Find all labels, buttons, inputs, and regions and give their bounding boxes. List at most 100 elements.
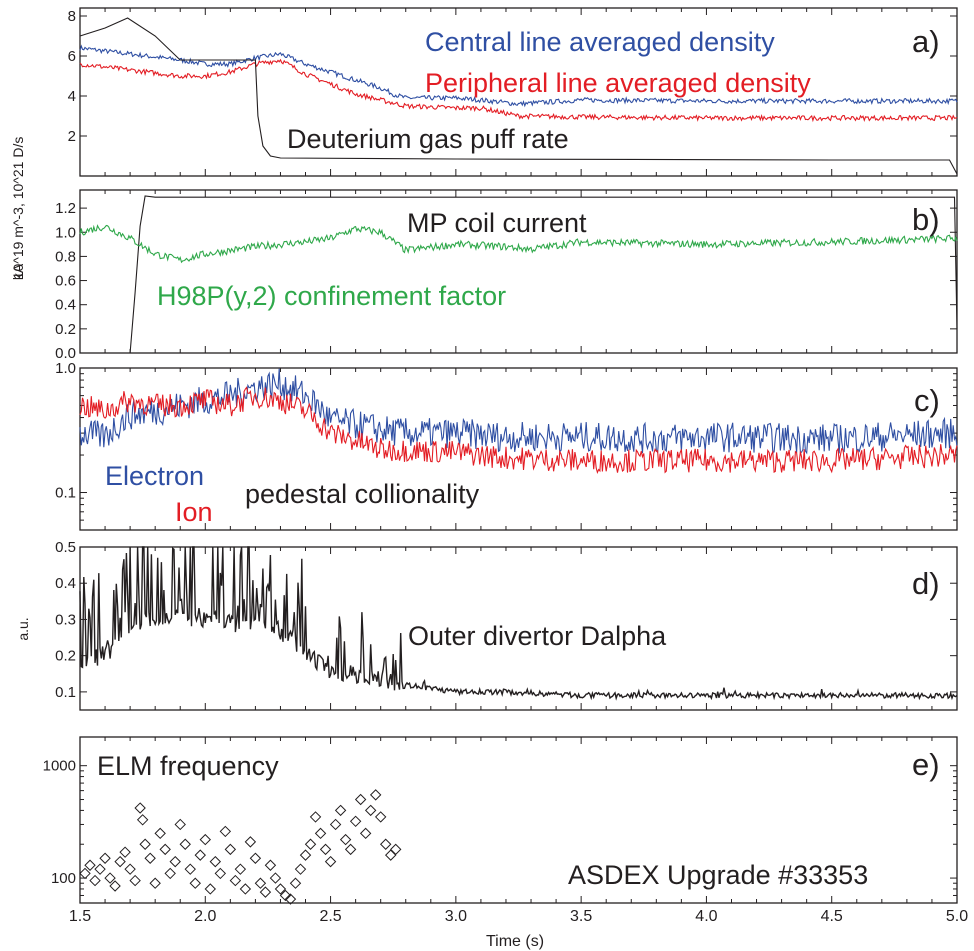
y-tick-label: 1000 — [43, 758, 76, 775]
scatter-point — [154, 827, 166, 840]
scatter-point — [134, 802, 146, 814]
scatter-point — [385, 849, 397, 861]
series-outer-divertor-dalpha-line — [79, 546, 958, 701]
scatter-point — [144, 852, 156, 864]
y-tick-label: 2 — [68, 128, 76, 145]
plot-frame — [79, 189, 958, 354]
x-tick-label: 1.5 — [69, 908, 91, 925]
y-tick-label: 0.5 — [55, 539, 76, 556]
scatter-point — [79, 867, 91, 880]
annotation-shot-number: ASDEX Upgrade #33353 — [568, 860, 868, 890]
x-tick-label: 3.5 — [570, 908, 592, 925]
scatter-point — [374, 811, 387, 823]
scatter-point — [354, 793, 367, 806]
scatter-point — [129, 874, 141, 887]
panel-d: 0.1 0.2 0.3 0.4 0.5 — [55, 539, 958, 711]
scatter-point — [264, 859, 277, 871]
annotation-mp-coil: MP coil current — [407, 208, 587, 238]
panel-c: 0.1 1.0 — [55, 360, 958, 531]
scatter-point — [319, 843, 332, 856]
panel-label-d: d) — [912, 566, 940, 601]
scatter-point — [84, 859, 96, 871]
annotation-ion: Ion — [175, 497, 213, 527]
x-tick-label: 4.5 — [821, 908, 843, 925]
scatter-point — [149, 877, 161, 889]
y-tick-label: 8 — [68, 8, 76, 25]
scatter-point — [329, 818, 342, 831]
scatter-point — [279, 889, 292, 902]
panel-a: 2 4 6 8 — [68, 7, 958, 177]
scatter-point — [136, 814, 149, 826]
y-tick-label: 6 — [68, 48, 76, 65]
y-tick-label: 1.2 — [55, 200, 76, 217]
annotation-pedestal: pedestal collionality — [245, 479, 480, 509]
panel-label-a: a) — [912, 24, 940, 59]
scatter-point — [269, 872, 282, 884]
scatter-point — [119, 846, 131, 858]
y-tick-label: 0.1 — [55, 684, 76, 701]
x-tick-label: 5.0 — [946, 908, 968, 925]
series-central-line-averaged-density-line — [79, 44, 958, 108]
scatter-point — [299, 849, 312, 861]
scatter-point — [214, 867, 227, 880]
y-axis-label-d: a.u. — [15, 617, 31, 640]
y-tick-label: 100 — [51, 870, 76, 887]
panel-b: 0.0 0.2 0.4 0.6 0.8 1.0 1.2 — [55, 189, 958, 362]
scatter-point — [249, 852, 262, 864]
x-tick-label: 3.0 — [445, 908, 467, 925]
plot-frame — [79, 7, 958, 177]
scatter-point — [314, 827, 327, 840]
y-axis-label-b: kA — [10, 263, 26, 280]
scatter-point — [159, 843, 171, 856]
scatter-point — [390, 843, 402, 856]
scatter-point — [379, 838, 392, 850]
scatter-point — [274, 883, 287, 895]
annotation-h98: H98P(y,2) confinement factor — [157, 281, 506, 311]
scatter-point — [124, 863, 136, 875]
x-axis-label: Time (s) — [486, 933, 544, 950]
series-deuterium-gas-puff-rate-line — [79, 17, 958, 175]
scatter-point — [109, 880, 121, 892]
scatter-point — [199, 833, 211, 846]
scatter-point — [209, 855, 222, 868]
scatter-point — [204, 883, 217, 895]
scatter-point — [294, 863, 307, 875]
scatter-point — [164, 867, 176, 880]
scatter-point — [364, 804, 377, 817]
panel-label-b: b) — [912, 202, 940, 237]
series-mp-coil-current-line — [80, 195, 958, 354]
scatter-point — [99, 852, 111, 864]
scatter-point — [289, 877, 302, 889]
y-tick-label: 0.0 — [55, 345, 76, 362]
y-axis-label-a: 10^19 m^-3, 10^21 D/s — [10, 137, 26, 280]
annotation-electron: Electron — [105, 461, 204, 491]
y-tick-label: 0.8 — [55, 248, 76, 265]
scatter-point — [184, 863, 196, 875]
plot-frame — [79, 367, 958, 531]
panel-label-c: c) — [914, 383, 940, 418]
panel-label-e: e) — [912, 747, 940, 782]
x-tick-label: 2.5 — [319, 908, 341, 925]
x-tick-label: 4.0 — [695, 908, 717, 925]
scatter-point — [229, 874, 242, 887]
scatter-point — [174, 818, 186, 831]
annotation-gas-puff: Deuterium gas puff rate — [287, 124, 569, 154]
scatter-point — [244, 836, 257, 848]
series-ion-line — [79, 386, 958, 475]
panel-e: 100 1000 — [43, 736, 958, 905]
scatter-point — [284, 893, 297, 905]
y-tick-label: 0.2 — [55, 648, 76, 665]
scatter-point — [309, 811, 322, 823]
series-electron-line — [79, 368, 958, 455]
scatter-point — [344, 843, 357, 856]
scatter-point — [194, 849, 206, 861]
panels: 2 4 6 8 0.0 0.2 0.4 0.6 0.8 1.0 1.2 0.1 1.0 0.1 0.2 0.3… — [43, 7, 968, 925]
y-tick-label: 1.0 — [55, 360, 76, 377]
scatter-point — [224, 843, 237, 856]
scatter-point — [304, 838, 317, 850]
y-tick-label: 4 — [68, 88, 76, 105]
scatter-point — [254, 877, 267, 889]
scatter-point — [339, 833, 352, 846]
scatter-point — [234, 863, 247, 875]
